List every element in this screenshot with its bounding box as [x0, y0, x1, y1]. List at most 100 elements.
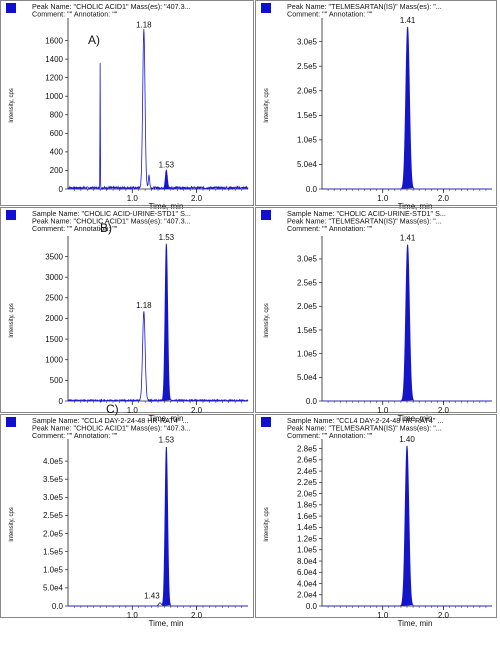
chart-panel: Peak Name: "TELMESARTAN(IS)" Mass(es): "… [255, 0, 497, 211]
panel-letter: C) [106, 402, 119, 416]
y-tick-label: 1000 [45, 356, 63, 365]
x-axis-label: Time, min [149, 202, 184, 211]
y-tick-label: 6.0e4 [297, 568, 318, 577]
trace-color-marker [6, 3, 16, 13]
trace-color-marker [261, 3, 271, 13]
y-tick-label: 2500 [45, 294, 63, 303]
y-tick-label: 0 [59, 185, 64, 194]
trace-color-marker [6, 417, 16, 427]
y-tick-label: 0.0 [52, 602, 64, 611]
x-tick-label: 2.0 [438, 611, 450, 620]
header-line: Comment: "" Annotation: "" [287, 224, 373, 233]
y-tick-label: 4.0e4 [297, 579, 318, 588]
peak-area [163, 171, 170, 189]
header-line: Comment: "" Annotation: "" [287, 431, 373, 440]
x-tick-label: 1.0 [377, 611, 389, 620]
header-line: Peak Name: "CHOLIC ACID1" Mass(es): "407… [32, 2, 191, 11]
y-tick-label: 8.0e4 [297, 557, 318, 566]
header-line: Peak Name: "TELMESARTAN(IS)" Mass(es): "… [287, 2, 442, 11]
y-tick-label: 2.5e5 [297, 62, 318, 71]
header-line: Sample Name: "CCL4 DAY-2-24-48 HR-RAT4" … [287, 416, 443, 425]
peak-area [401, 26, 414, 189]
y-tick-label: 1600 [45, 36, 63, 45]
y-tick-label: 3500 [45, 252, 63, 261]
y-axis-label: Intensity, cps [264, 303, 270, 338]
chromatogram-trace [68, 447, 248, 607]
header-line: Peak Name: "TELMESARTAN(IS)" Mass(es): "… [287, 424, 442, 433]
header-line: Peak Name: "CHOLIC ACID1" Mass(es): "407… [32, 217, 191, 226]
peak-rt-label: 1.41 [400, 234, 416, 243]
header-line: Sample Name: "CHOLIC ACID-URINE-STD1" S.… [32, 209, 191, 218]
y-tick-label: 1200 [45, 73, 63, 82]
y-tick-label: 2000 [45, 314, 63, 323]
y-tick-label: 0 [59, 397, 64, 406]
panel-letter: A) [88, 33, 100, 47]
y-tick-label: 500 [50, 376, 64, 385]
x-axis-label: Time, min [149, 619, 184, 628]
y-tick-label: 2.5e5 [297, 278, 318, 287]
y-tick-label: 1.8e5 [297, 501, 318, 510]
chart-panel: Sample Name: "CCL4 DAY-2-24-48 HR-RAT4" … [0, 402, 254, 628]
peak-rt-label: 1.43 [144, 592, 160, 601]
y-tick-label: 1400 [45, 55, 63, 64]
x-tick-label: 1.0 [377, 194, 389, 203]
peak-rt-label: 1.53 [159, 233, 175, 242]
y-tick-label: 5.0e4 [43, 584, 64, 593]
peak-rt-label: 1.53 [159, 160, 175, 169]
peak-area [401, 445, 413, 606]
chart-panel: Sample Name: "CHOLIC ACID-URINE-STD1" S.… [255, 207, 497, 423]
header-line: Comment: "" Annotation: "" [32, 224, 118, 233]
y-tick-label: 2.2e5 [297, 478, 318, 487]
chromatogram-trace [67, 243, 249, 403]
y-axis-label: Intensity, cps [9, 88, 15, 123]
x-tick-label: 1.0 [377, 406, 389, 415]
peak-area [401, 244, 414, 401]
y-tick-label: 5.0e4 [297, 373, 318, 382]
y-tick-label: 1.2e5 [297, 534, 318, 543]
y-tick-label: 0.0 [306, 185, 318, 194]
y-tick-label: 2.0e5 [297, 302, 318, 311]
chart-panel: Sample Name: "CHOLIC ACID-URINE-STD1" S.… [0, 207, 254, 423]
y-axis-label: Intensity, cps [264, 507, 270, 542]
y-tick-label: 3.0e5 [297, 255, 318, 264]
y-tick-label: 1.0e5 [297, 136, 318, 145]
header-line: Peak Name: "CHOLIC ACID1" Mass(es): "407… [32, 424, 191, 433]
y-axis-label: Intensity, cps [9, 303, 15, 338]
y-tick-label: 1.0e5 [297, 349, 318, 358]
y-axis-label: Intensity, cps [264, 88, 270, 123]
y-tick-label: 1.5e5 [297, 326, 318, 335]
trace-color-marker [261, 210, 271, 220]
peak-rt-label: 1.18 [136, 20, 152, 29]
y-tick-label: 1.5e5 [297, 111, 318, 120]
y-tick-label: 1.0e5 [43, 566, 64, 575]
x-axis-label: Time, min [149, 414, 184, 423]
y-tick-label: 1000 [45, 92, 63, 101]
x-tick-label: 1.0 [127, 406, 139, 415]
y-tick-label: 2.8e5 [297, 444, 318, 453]
peak-rt-label: 1.41 [400, 16, 416, 25]
panel-frame [0, 207, 254, 413]
y-tick-label: 2.0e5 [43, 529, 64, 538]
y-tick-label: 3.5e5 [43, 475, 64, 484]
header-line: Comment: "" Annotation: "" [32, 431, 118, 440]
y-tick-label: 2.0e5 [297, 489, 318, 498]
x-axis-label: Time, min [398, 202, 433, 211]
trace-color-marker [6, 210, 16, 220]
chromatogram-trace [67, 29, 249, 191]
y-tick-label: 0.0 [306, 397, 318, 406]
panel-frame [0, 414, 254, 618]
header-line: Sample Name: "CCL4 DAY-2-24-48 HR-RAT4" … [32, 416, 188, 425]
y-tick-label: 600 [50, 129, 64, 138]
peak-area [162, 446, 171, 606]
peak-area [162, 244, 171, 401]
y-tick-label: 800 [50, 111, 64, 120]
y-tick-label: 3000 [45, 273, 63, 282]
y-tick-label: 400 [50, 148, 64, 157]
y-tick-label: 200 [50, 166, 64, 175]
y-tick-label: 2.4e5 [297, 467, 318, 476]
panel-letter: B) [100, 221, 112, 235]
x-axis-label: Time, min [398, 619, 433, 628]
y-axis-label: Intensity, cps [9, 507, 15, 542]
panel-frame [0, 0, 254, 206]
